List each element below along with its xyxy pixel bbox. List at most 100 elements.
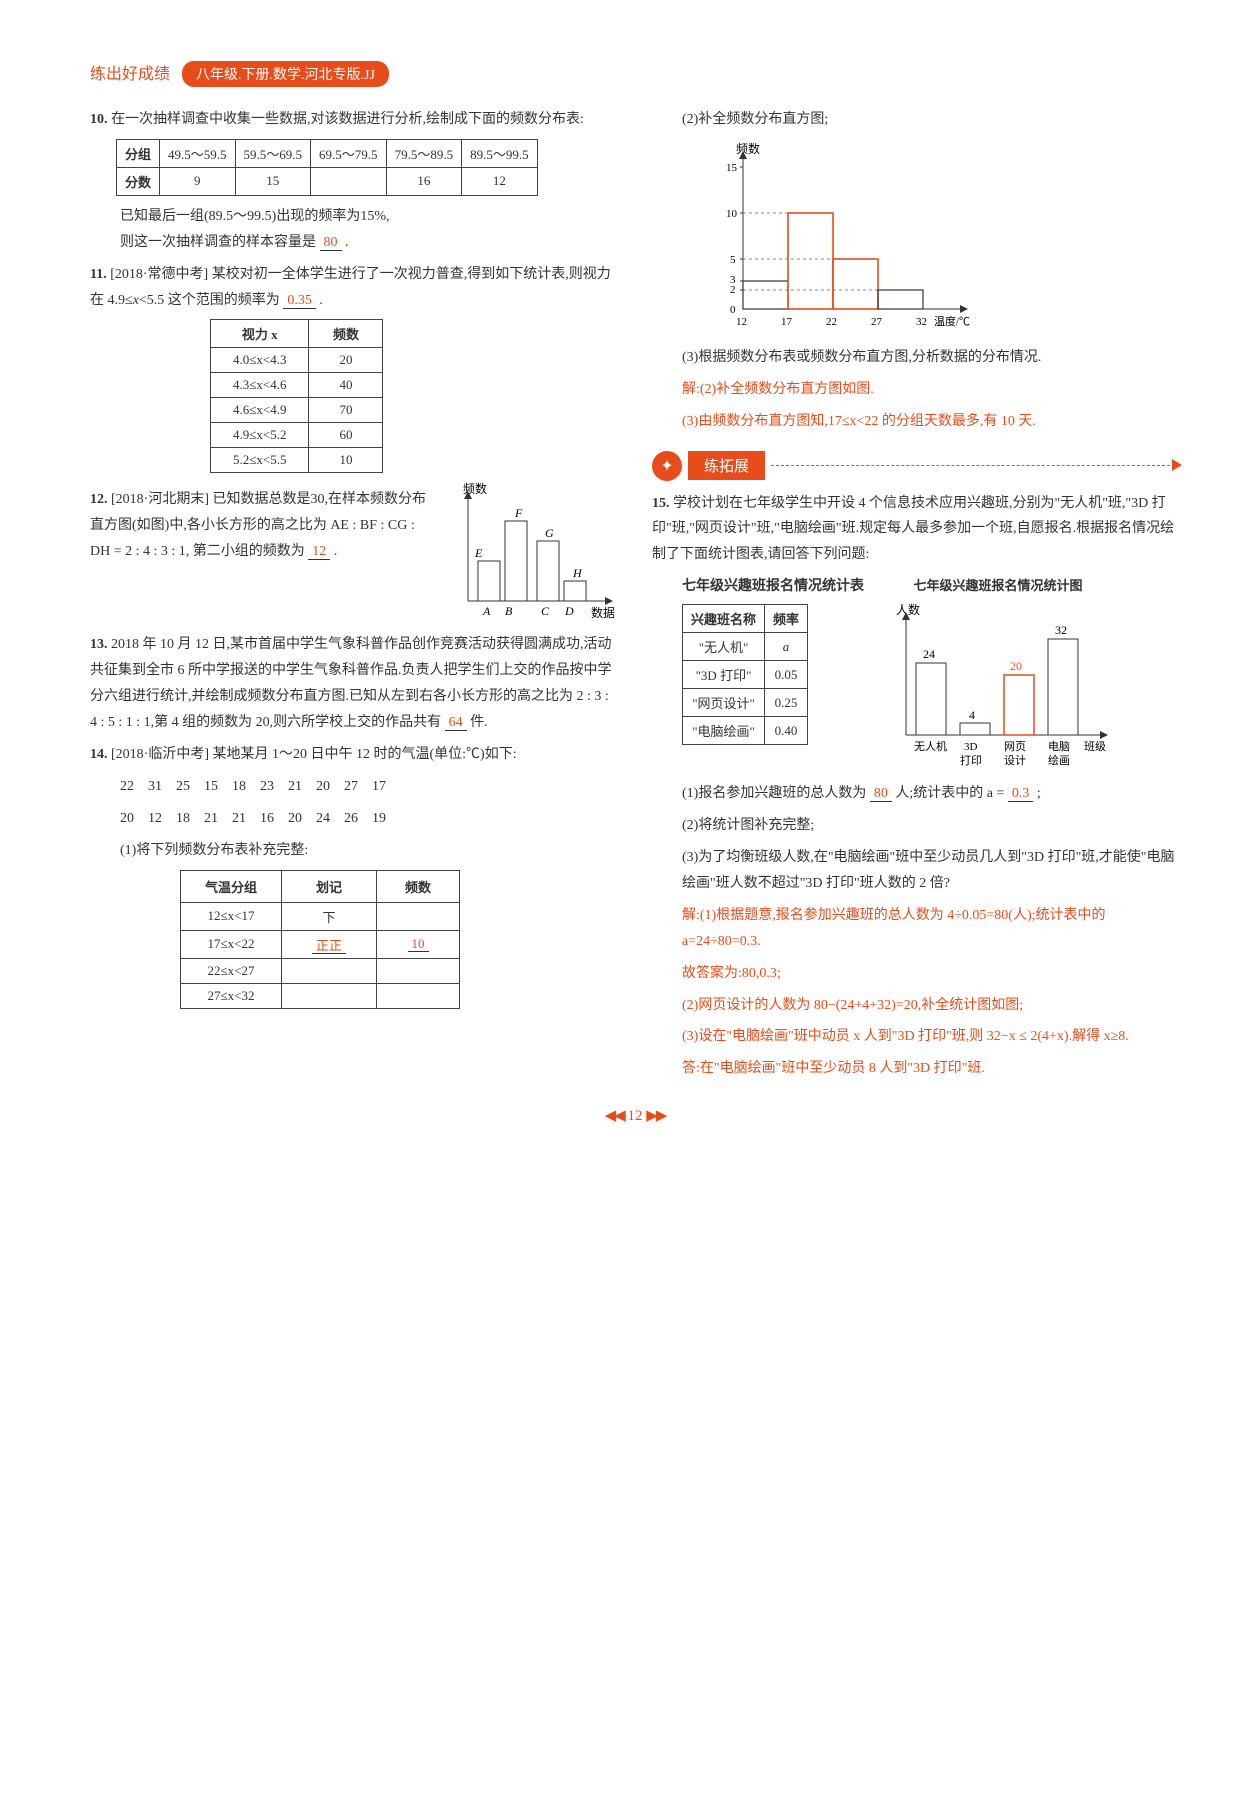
q10-c5: 89.5～99.5 bbox=[462, 139, 538, 167]
q12-answer: 12 bbox=[308, 544, 330, 560]
q11-th2: 频数 bbox=[309, 320, 383, 348]
q14-src: [2018·临沂中考] bbox=[111, 747, 209, 762]
svg-text:12: 12 bbox=[736, 316, 747, 328]
svg-text:A: A bbox=[482, 604, 491, 618]
svg-text:17: 17 bbox=[781, 316, 793, 328]
q13-textc: 件. bbox=[470, 715, 488, 730]
q15-q2: (2)将统计图补充完整; bbox=[652, 813, 1180, 839]
q15-sol1: 解:(1)根据题意,报名参加兴趣班的总人数为 4÷0.05=80(人);统计表中… bbox=[652, 903, 1180, 955]
q10-text2c: . bbox=[345, 235, 349, 250]
page-number: ◀◀ 12 ▶▶ bbox=[90, 1106, 1180, 1125]
q10-th-group: 分组 bbox=[117, 139, 160, 167]
q12-textc: . bbox=[334, 544, 338, 559]
q14-r3a: 22≤x<27 bbox=[181, 958, 282, 983]
q10-text2a: 已知最后一组(89.5～99.5)出现的频率为15%, bbox=[120, 209, 390, 224]
q14-r4b bbox=[282, 983, 377, 1008]
dash-line bbox=[771, 465, 1180, 466]
svg-text:电脑: 电脑 bbox=[1048, 740, 1070, 753]
q12-xlabel: 数据 bbox=[591, 605, 615, 620]
q13: 13. 2018 年 10 月 12 日,某市首届中学生气象科普作品创作竞赛活动… bbox=[90, 632, 618, 736]
q10-th-val: 分数 bbox=[117, 167, 160, 195]
q15-r1a: "无人机" bbox=[683, 633, 765, 661]
svg-text:20: 20 bbox=[1010, 659, 1022, 673]
q14-r2a: 17≤x<22 bbox=[181, 930, 282, 958]
svg-text:10: 10 bbox=[726, 208, 738, 220]
q10-table: 分组 49.5～59.5 59.5～69.5 69.5～79.5 79.5～89… bbox=[116, 139, 538, 196]
q15-text: 学校计划在七年级学生中开设 4 个信息技术应用兴趣班,分别为"无人机"班,"3D… bbox=[652, 496, 1174, 563]
q15-chart: 人数 24 4 20 32 bbox=[878, 600, 1118, 775]
q13-num: 13. bbox=[90, 637, 108, 652]
q15-q1: (1)报名参加兴趣班的总人数为 80 人;统计表中的 a = 0.3 ; bbox=[652, 781, 1180, 807]
q15-r2b: 0.05 bbox=[765, 661, 808, 689]
q11-r2b: 40 bbox=[309, 373, 383, 398]
q14c-ylabel: 频数 bbox=[736, 141, 760, 156]
q11-table: 视力 x频数 4.0≤x<4.320 4.3≤x<4.640 4.6≤x<4.9… bbox=[210, 319, 383, 473]
q15-t-title: 七年级兴趣班报名情况统计表 bbox=[682, 574, 864, 600]
q14-data2: 20 12 18 21 21 16 20 24 26 19 bbox=[90, 806, 618, 832]
q15-r2a: "3D 打印" bbox=[683, 661, 765, 689]
q15-sol2: (2)网页设计的人数为 80−(24+4+32)=20,补全统计图如图; bbox=[652, 993, 1180, 1019]
q15-ans2: 0.3 bbox=[1008, 786, 1034, 802]
q15-r3a: "网页设计" bbox=[683, 689, 765, 717]
left-column: 10. 在一次抽样调查中收集一些数据,对该数据进行分析,绘制成下面的频数分布表:… bbox=[90, 101, 618, 1088]
q12-num: 12. bbox=[90, 492, 108, 507]
q11-answer: 0.35 bbox=[283, 293, 316, 309]
q10-text2b: 则这一次抽样调查的样本容量是 bbox=[120, 235, 316, 250]
q14-th1: 气温分组 bbox=[181, 870, 282, 902]
q15-c-title: 七年级兴趣班报名情况统计图 bbox=[878, 574, 1118, 598]
q11-r4a: 4.9≤x<5.2 bbox=[211, 423, 309, 448]
q15-sol1b: 故答案为:80,0.3; bbox=[652, 961, 1180, 987]
q10-v5: 12 bbox=[462, 167, 538, 195]
q15-q3: (3)为了均衡班级人数,在"电脑绘画"班中至少动员几人到"3D 打印"班,才能使… bbox=[652, 845, 1180, 897]
svg-text:5: 5 bbox=[730, 254, 736, 266]
q10-c2: 59.5～69.5 bbox=[235, 139, 311, 167]
q11-r1a: 4.0≤x<4.3 bbox=[211, 348, 309, 373]
q10-answer: 80 bbox=[320, 235, 342, 251]
q14-sub2: (2)补全频数分布直方图; bbox=[652, 107, 1180, 133]
svg-text:绘画: 绘画 bbox=[1048, 753, 1070, 767]
section-label: 练拓展 bbox=[688, 451, 765, 480]
q11: 11. [2018·常德中考] 某校对初一全体学生进行了一次视力普查,得到如下统… bbox=[90, 262, 618, 314]
q13-text: 2018 年 10 月 12 日,某市首届中学生气象科普作品创作竞赛活动获得圆满… bbox=[90, 637, 612, 730]
q11-r2a: 4.3≤x<4.6 bbox=[211, 373, 309, 398]
svg-text:4: 4 bbox=[969, 708, 975, 722]
q15-th1: 兴趣班名称 bbox=[683, 605, 765, 633]
q10-v4: 16 bbox=[386, 167, 462, 195]
q11-r5a: 5.2≤x<5.5 bbox=[211, 448, 309, 473]
q15c-ylabel: 人数 bbox=[896, 602, 920, 617]
q15-table: 兴趣班名称频率 "无人机"a "3D 打印"0.05 "网页设计"0.25 "电… bbox=[682, 604, 808, 745]
svg-text:27: 27 bbox=[871, 316, 883, 328]
q15c-xlabel: 班级 bbox=[1084, 740, 1106, 753]
q14-th2: 划记 bbox=[282, 870, 377, 902]
q14-num: 14. bbox=[90, 747, 108, 762]
svg-text:2: 2 bbox=[730, 284, 736, 296]
q11-r3a: 4.6≤x<4.9 bbox=[211, 398, 309, 423]
q14-th3: 频数 bbox=[377, 870, 460, 902]
q12-ylabel: 频数 bbox=[463, 481, 487, 496]
q14-r4c bbox=[377, 983, 460, 1008]
header-badge: 八年级.下册.数学.河北专版.JJ bbox=[182, 61, 389, 87]
q11-r4b: 60 bbox=[309, 423, 383, 448]
q14-r3b bbox=[282, 958, 377, 983]
tri-left-icon: ◀◀ bbox=[605, 1108, 624, 1124]
q11-r1b: 20 bbox=[309, 348, 383, 373]
svg-text:32: 32 bbox=[1055, 623, 1067, 637]
svg-text:H: H bbox=[572, 566, 583, 580]
q15-r3b: 0.25 bbox=[765, 689, 808, 717]
q11-r3b: 70 bbox=[309, 398, 383, 423]
q14-data1: 22 31 25 15 18 23 21 20 27 17 bbox=[90, 774, 618, 800]
q12-src: [2018·河北期末] bbox=[111, 492, 209, 507]
svg-text:E: E bbox=[474, 546, 483, 560]
q10-c1: 49.5～59.5 bbox=[160, 139, 236, 167]
q14-r1b: 下 bbox=[282, 902, 377, 930]
q10-v2: 15 bbox=[235, 167, 311, 195]
svg-text:F: F bbox=[514, 506, 523, 520]
q14-sub3: (3)根据频数分布表或频数分布直方图,分析数据的分布情况. bbox=[652, 345, 1180, 371]
q14-table: 气温分组划记频数 12≤x<17下 17≤x<22正正10 22≤x<27 27… bbox=[180, 870, 460, 1009]
q15-r4b: 0.40 bbox=[765, 717, 808, 745]
q10: 10. 在一次抽样调查中收集一些数据,对该数据进行分析,绘制成下面的频数分布表: bbox=[90, 107, 618, 133]
q15-ans1: 80 bbox=[870, 786, 892, 802]
svg-text:网页: 网页 bbox=[1004, 741, 1026, 753]
svg-text:0: 0 bbox=[730, 304, 736, 316]
q14-r2c: 10 bbox=[408, 936, 429, 952]
